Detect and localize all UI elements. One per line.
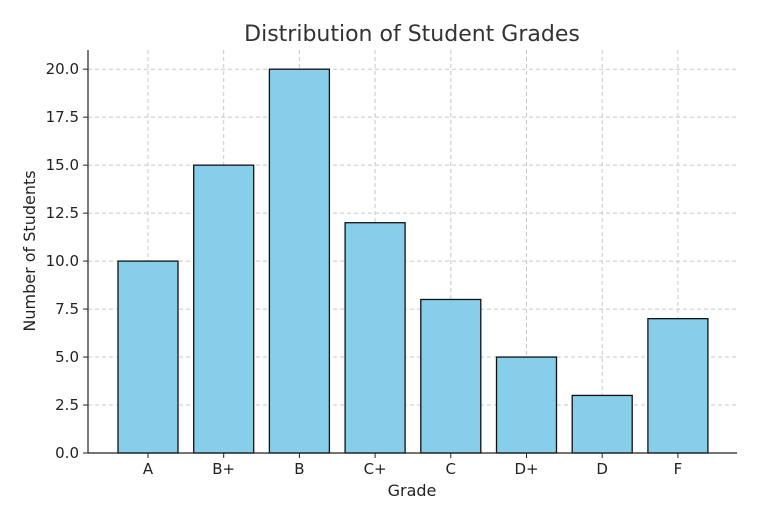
x-ticks: A B+ B C+ C D+ D F: [143, 453, 682, 478]
chart-title: Distribution of Student Grades: [244, 22, 580, 47]
x-axis-label: Grade: [388, 481, 437, 500]
y-axis-label: Number of Students: [20, 170, 39, 331]
y-tick-label: 17.5: [46, 108, 79, 126]
bar-C+: [344, 222, 406, 454]
x-tick-label: F: [674, 460, 683, 478]
x-tick-label: D: [596, 460, 608, 478]
bar-F: [647, 318, 709, 454]
x-tick-label: B+: [212, 460, 235, 478]
x-tick-label: D+: [514, 460, 538, 478]
y-tick-label: 7.5: [55, 300, 79, 318]
bar-C: [420, 298, 482, 454]
bar-D: [571, 394, 633, 454]
axes: [87, 50, 737, 454]
y-tick-label: 2.5: [55, 396, 79, 414]
y-tick-label: 0.0: [55, 444, 79, 462]
y-tick-label: 12.5: [46, 204, 79, 222]
x-tick-label: A: [143, 460, 154, 478]
y-tick-label: 20.0: [46, 60, 79, 78]
x-tick-label: B: [294, 460, 304, 478]
x-tick-label: C: [446, 460, 456, 478]
y-ticks: 0.0 2.5 5.0 7.5 10.0 12.5 15.0 17.5 20.0: [46, 60, 88, 462]
bar-B: [268, 68, 331, 454]
bar-A: [117, 260, 179, 454]
bar-D+: [495, 356, 558, 454]
bar-B+: [193, 164, 255, 454]
y-tick-label: 15.0: [46, 156, 79, 174]
grid: [88, 50, 737, 454]
x-tick-label: C+: [364, 460, 387, 478]
y-tick-label: 10.0: [46, 252, 79, 270]
y-tick-label: 5.0: [55, 348, 79, 366]
bars: [117, 68, 709, 454]
